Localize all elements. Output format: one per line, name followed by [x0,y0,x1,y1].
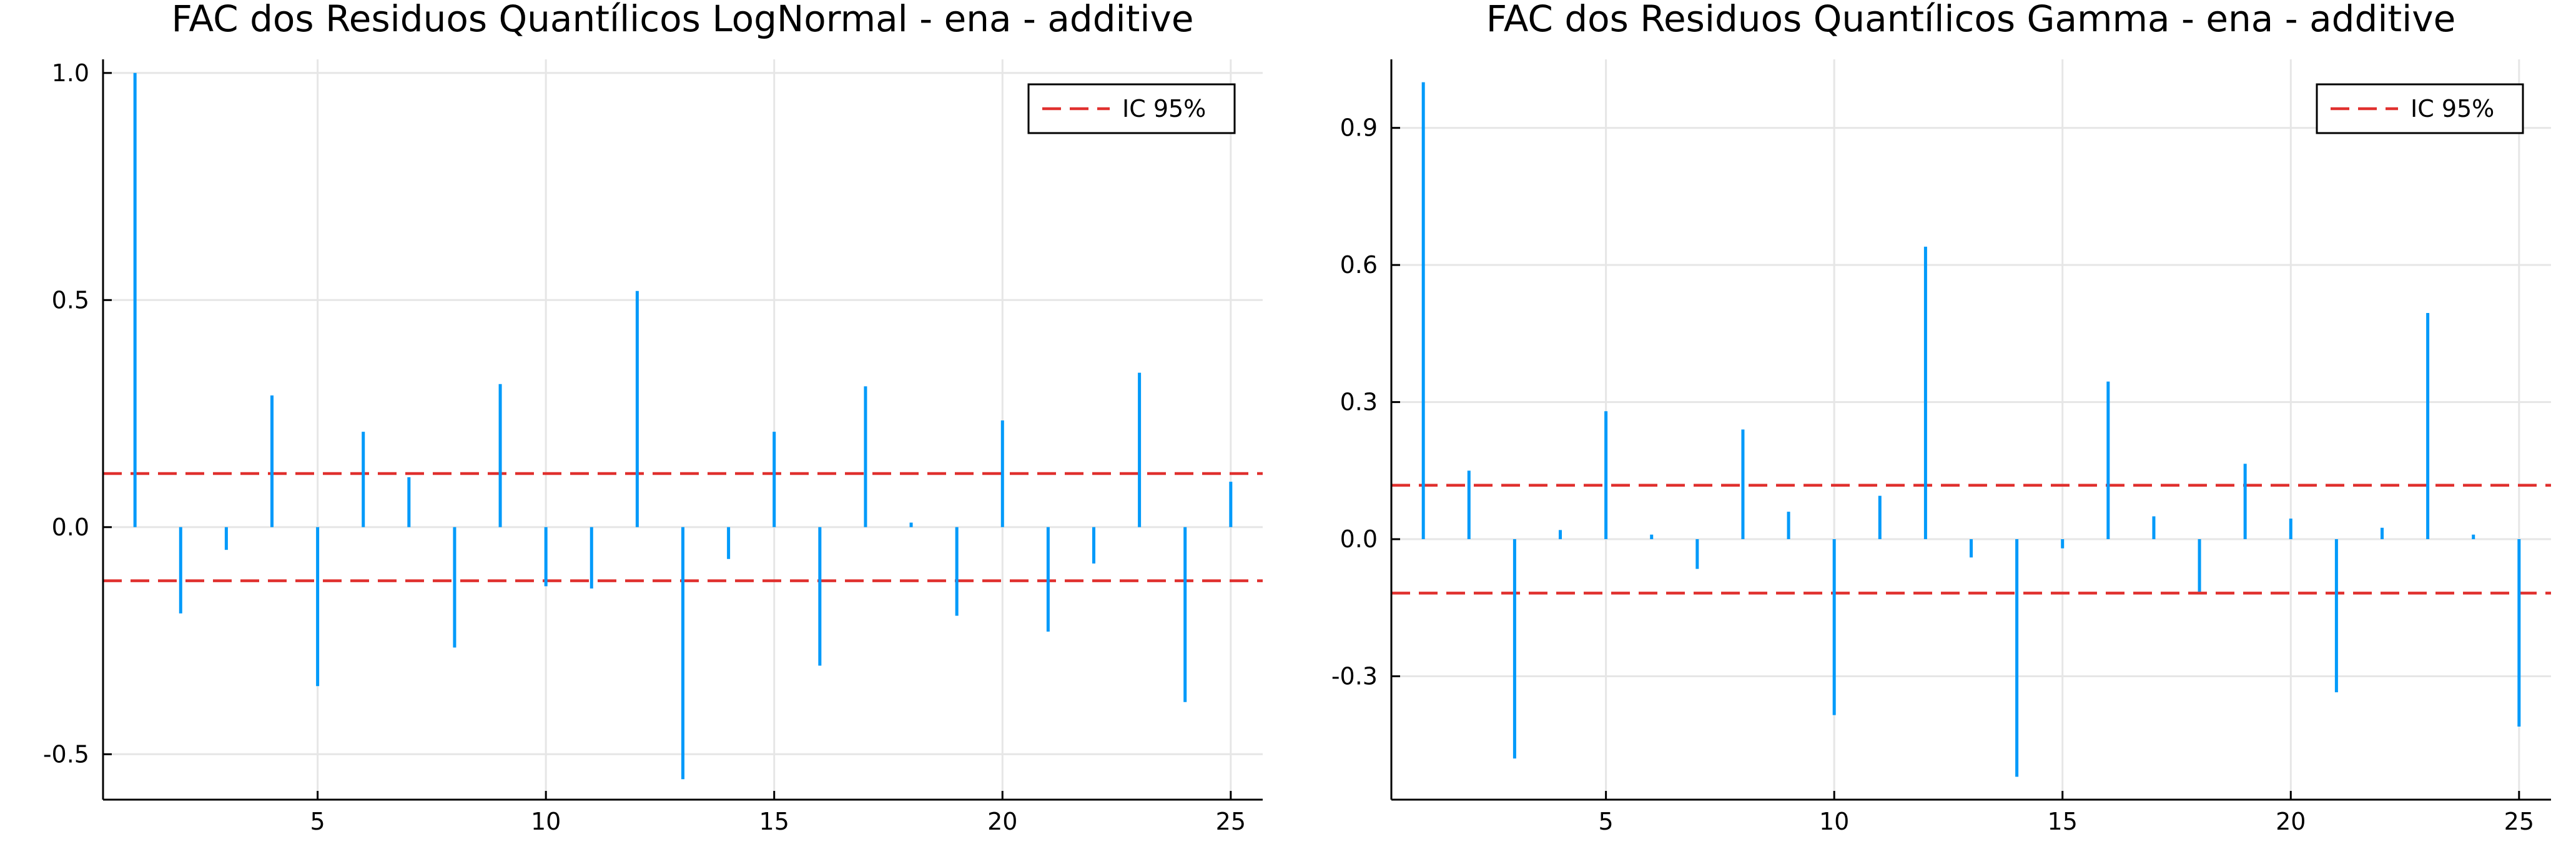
y-tick-label: 0.6 [1340,251,1378,279]
legend-box [1027,83,1236,134]
x-tick-label: 10 [1819,808,1849,835]
y-tick-label: -0.3 [1331,663,1378,690]
legend-label: IC 95% [1122,95,1206,122]
acf-lognormal-panel: FAC dos Residuos Quantílicos LogNormal -… [43,0,1263,835]
x-tick-label: 10 [531,808,561,835]
legend: IC 95% [1027,83,1236,134]
y-tick-label: 1.0 [52,59,89,87]
x-tick-label: 25 [1216,808,1246,835]
x-tick-label: 15 [759,808,789,835]
legend-label: IC 95% [2411,95,2494,122]
y-tick-label: 0.0 [52,514,89,541]
legend: IC 95% [2316,83,2524,134]
y-tick-label: 0.0 [1340,525,1378,553]
x-tick-label: 20 [987,808,1017,835]
acf-gamma-panel: FAC dos Residuos Quantílicos Gamma - ena… [1331,0,2551,835]
y-tick-label: 0.3 [1340,389,1378,416]
legend-box [2316,83,2524,134]
x-tick-label: 5 [310,808,325,835]
chart-title: FAC dos Residuos Quantílicos LogNormal -… [171,0,1193,40]
x-tick-label: 20 [2276,808,2306,835]
x-tick-label: 5 [1599,808,1614,835]
y-tick-label: 0.9 [1340,114,1378,142]
chart-title: FAC dos Residuos Quantílicos Gamma - ena… [1486,0,2456,40]
x-tick-label: 25 [2504,808,2534,835]
y-tick-label: 0.5 [52,286,89,314]
x-tick-label: 15 [2048,808,2078,835]
y-tick-label: -0.5 [43,740,89,768]
